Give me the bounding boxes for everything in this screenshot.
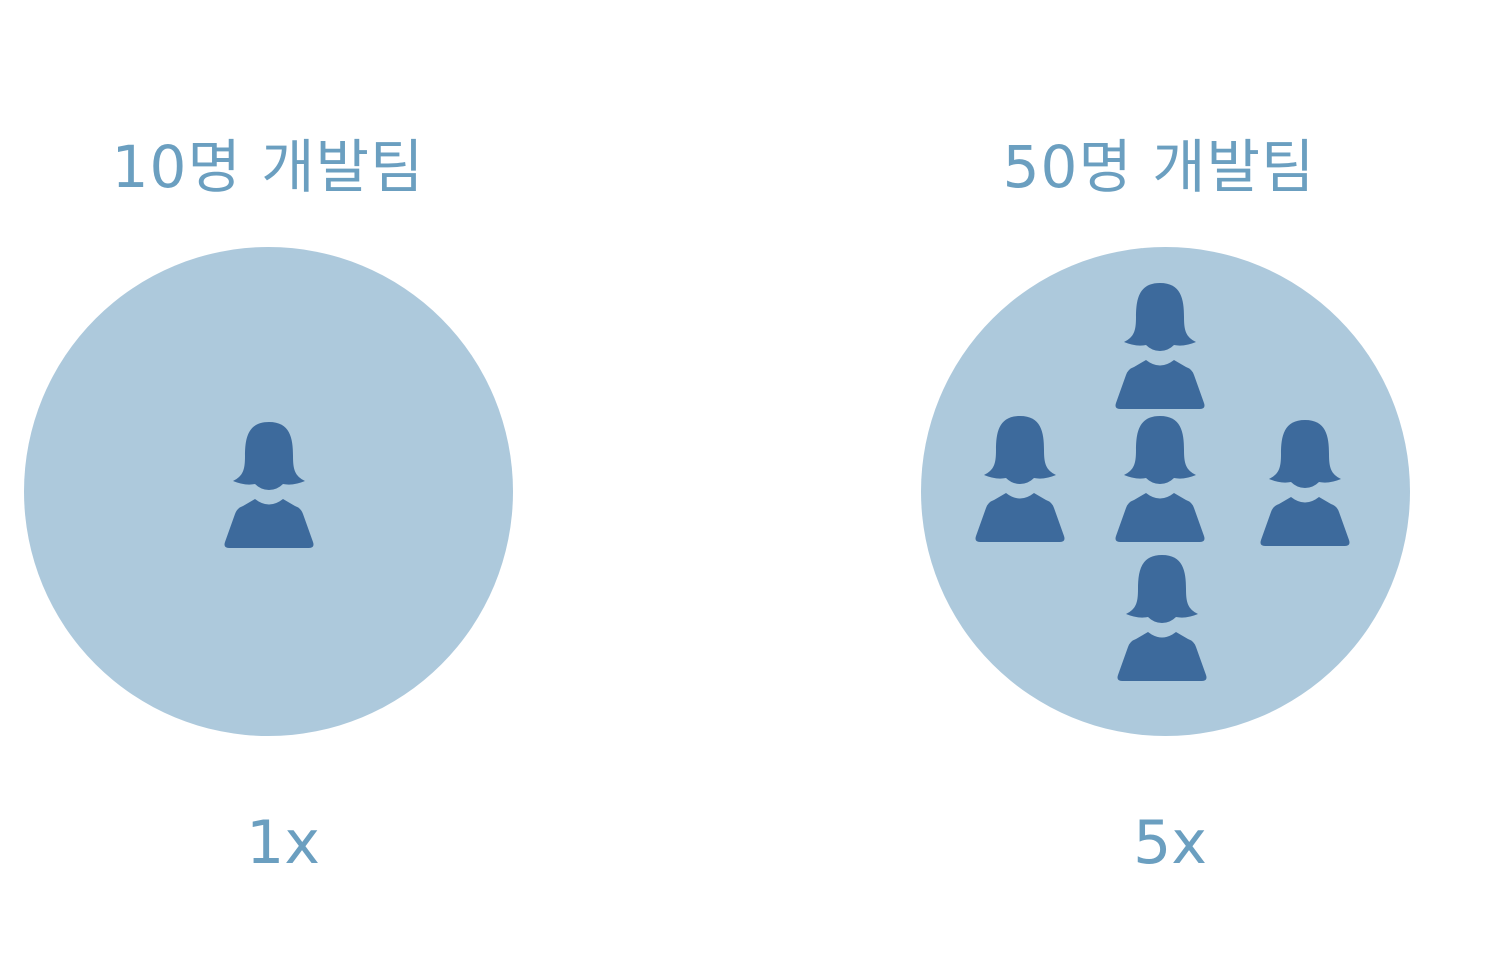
team-title: 50명 개발팀 xyxy=(1002,133,1316,201)
person-icon xyxy=(1106,281,1214,411)
person-icon xyxy=(966,414,1074,544)
person-icon xyxy=(215,420,323,550)
multiplier-label: 5x xyxy=(1133,808,1207,878)
team-title: 10명 개발팀 xyxy=(111,133,425,201)
multiplier-label: 1x xyxy=(246,808,320,878)
team-circle xyxy=(24,247,513,736)
person-icon xyxy=(1251,418,1359,548)
team-50-group: 50명 개발팀 5x xyxy=(915,0,1415,966)
person-icon xyxy=(1106,414,1214,544)
team-10-group: 10명 개발팀 1x xyxy=(18,0,518,966)
person-icon xyxy=(1108,553,1216,683)
